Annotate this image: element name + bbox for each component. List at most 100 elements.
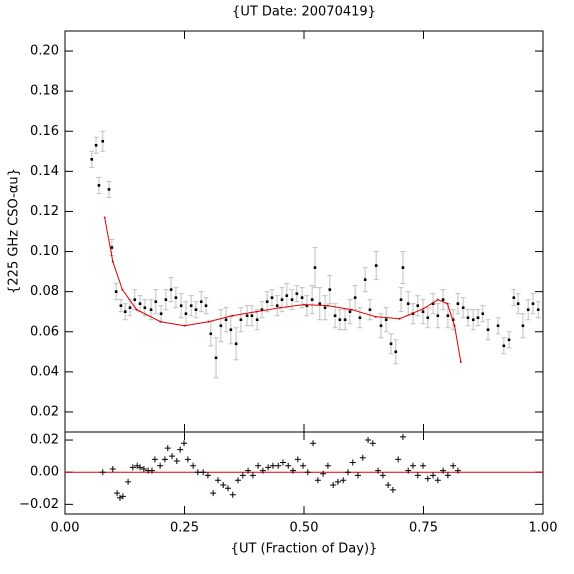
y-tick-label: 0.12 (30, 204, 59, 219)
data-point (245, 314, 249, 318)
residual-point (389, 486, 396, 493)
data-point (516, 302, 520, 305)
residual-point (169, 453, 176, 460)
residual-point (375, 467, 382, 474)
y-tick-label: 0.02 (30, 404, 59, 419)
data-point (133, 298, 137, 301)
residual-point (304, 469, 311, 476)
residual-point (137, 464, 144, 471)
data-point (466, 316, 470, 320)
residual-point (294, 456, 301, 463)
residual-point (320, 470, 327, 477)
data-point (305, 304, 309, 307)
data-point (374, 264, 378, 267)
data-point (164, 298, 168, 301)
residual-point (290, 467, 297, 474)
data-point (219, 324, 223, 328)
residual-point (125, 478, 132, 485)
fit-point (422, 307, 425, 310)
data-point (507, 338, 511, 342)
residual-point (365, 437, 372, 444)
plot-frame (64, 30, 544, 433)
data-point (97, 184, 101, 187)
data-point (229, 328, 233, 332)
residual-point (200, 469, 207, 476)
residual-point (269, 462, 276, 469)
data-point (138, 302, 142, 305)
data-point (446, 314, 450, 318)
y-tick-label: 0.06 (30, 324, 59, 339)
data-point (300, 296, 304, 299)
data-point (184, 312, 188, 316)
data-point (481, 312, 485, 316)
data-point (159, 312, 163, 316)
residual-point (239, 472, 246, 479)
residual-point (385, 482, 392, 489)
residual-point (109, 465, 116, 472)
residual-point (359, 454, 366, 461)
data-point (290, 298, 294, 301)
data-point (379, 324, 383, 328)
data-point (502, 344, 506, 348)
residual-point (249, 472, 256, 479)
data-point (368, 308, 372, 311)
data-point (526, 308, 530, 311)
data-point (265, 300, 269, 303)
y-tick-label: 0.10 (30, 244, 59, 259)
residual-point (181, 440, 188, 447)
fit-point (459, 360, 462, 363)
data-point (234, 342, 238, 346)
data-point (441, 298, 445, 301)
residual-point (279, 459, 286, 466)
data-point (394, 350, 398, 354)
residual-point (164, 445, 171, 452)
data-point (401, 266, 405, 269)
residual-point (220, 482, 227, 489)
y-tick-label: 0.20 (30, 44, 59, 59)
data-point (214, 356, 218, 360)
y-tick-label: 0.08 (30, 284, 59, 299)
data-point (123, 310, 127, 313)
residual-point (395, 456, 402, 463)
fit-line (104, 217, 462, 362)
data-point (471, 318, 475, 322)
residual-point (405, 467, 412, 474)
residual-point (190, 462, 197, 469)
fit-point (255, 310, 258, 313)
data-point (204, 304, 208, 307)
residual-point (409, 462, 416, 469)
data-point (338, 318, 342, 322)
residual-point (334, 478, 341, 485)
residual-point (310, 440, 317, 447)
data-point (536, 308, 540, 311)
data-point (209, 332, 213, 336)
y-tick-label: 0.04 (30, 364, 59, 379)
data-point (224, 318, 228, 322)
data-point (328, 288, 332, 291)
residual-point (444, 472, 451, 479)
x-tick-label: 0.75 (409, 521, 438, 536)
y-axis-label: {225 GHz CSO-αu} (7, 168, 22, 294)
residual-point (129, 464, 136, 471)
fit-point (350, 308, 353, 311)
residual-point (344, 469, 351, 476)
data-point (389, 342, 393, 346)
data-point (250, 314, 254, 318)
data-point (275, 304, 279, 307)
data-point (128, 306, 132, 309)
data-point (343, 318, 347, 322)
data-point (169, 288, 173, 291)
residual-point (140, 465, 147, 472)
data-point (348, 310, 352, 313)
fit-point (279, 306, 282, 309)
residual-point (424, 475, 431, 482)
fit-point (135, 308, 138, 311)
data-point (189, 304, 193, 307)
data-point (363, 278, 367, 281)
data-point (431, 302, 435, 305)
data-point (496, 324, 500, 328)
data-point (486, 328, 490, 332)
residual-point (229, 491, 236, 498)
data-point (436, 314, 440, 318)
residual-point (434, 477, 441, 484)
